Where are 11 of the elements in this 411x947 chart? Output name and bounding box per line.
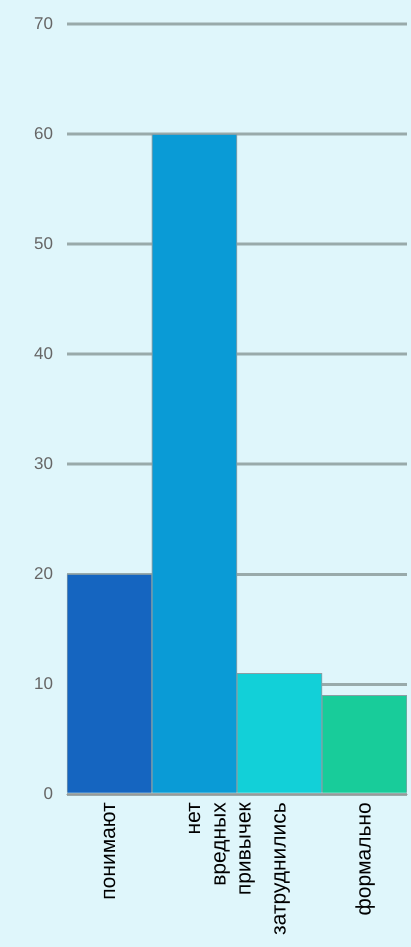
y-tick-label: 30 <box>34 454 53 473</box>
y-tick-label: 70 <box>34 14 53 33</box>
x-tick-label: понимают <box>97 802 120 900</box>
y-tick-label: 40 <box>34 344 53 363</box>
x-tick-label: формально <box>352 802 376 916</box>
y-tick-label: 0 <box>43 784 53 803</box>
y-tick-label: 10 <box>34 674 53 693</box>
y-tick-label: 60 <box>34 124 53 143</box>
y-tick-label: 50 <box>34 234 53 253</box>
x-tick-label: затруднились <box>267 802 290 935</box>
y-tick-label: 20 <box>34 564 53 583</box>
